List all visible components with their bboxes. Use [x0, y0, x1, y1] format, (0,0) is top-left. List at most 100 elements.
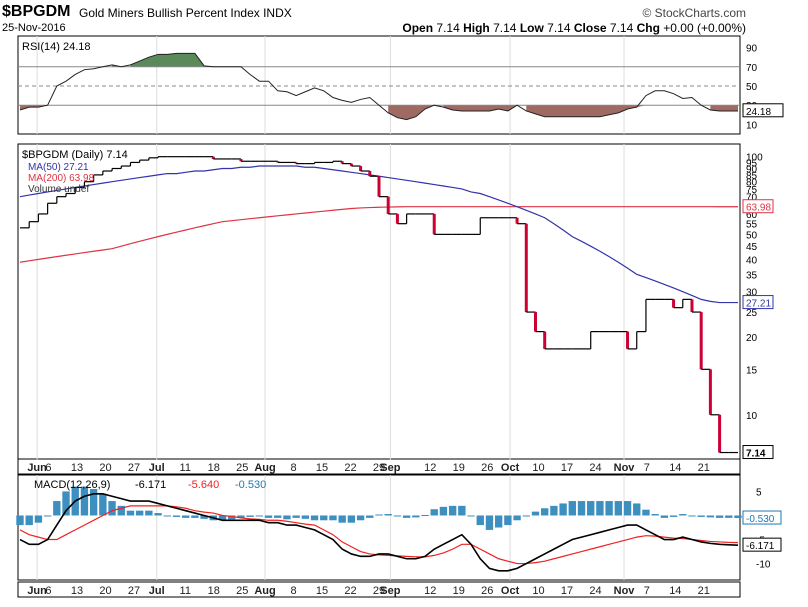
- macd-histogram-bar: [494, 515, 503, 528]
- macd-histogram-bar: [338, 515, 346, 523]
- macd-histogram-bar: [651, 514, 659, 516]
- date-tick-top: 24: [589, 462, 601, 474]
- date-tick-top: 17: [561, 462, 573, 474]
- date-tick-bottom: 8: [290, 585, 296, 597]
- macd-histogram-bar: [301, 515, 310, 519]
- macd-histogram-bar: [513, 515, 521, 521]
- macd-histogram-bar: [605, 501, 613, 516]
- macd-histogram-bar: [310, 515, 319, 521]
- macd-last-label: -0.530: [746, 514, 775, 525]
- macd-histogram-bar: [633, 503, 641, 516]
- date-tick-bottom: 13: [71, 585, 83, 597]
- price-tick-label: 10: [746, 411, 758, 422]
- macd-histogram-bar: [384, 514, 392, 516]
- date-tick-bottom: 14: [669, 585, 681, 597]
- date-tick-bottom: 11: [180, 585, 191, 597]
- macd-histogram-bar: [292, 515, 300, 518]
- date-tick-top: Jun: [27, 462, 47, 474]
- rsi-tick-label: 10: [746, 120, 758, 131]
- date-axis-top: [17, 458, 741, 475]
- macd-histogram-bar: [25, 515, 33, 526]
- close-label: Close: [573, 21, 607, 35]
- macd-histogram-bar: [587, 501, 595, 516]
- macd-histogram-bar: [228, 515, 236, 520]
- macd-histogram-bar: [283, 515, 291, 520]
- macd-histogram-bar: [154, 513, 162, 516]
- date-tick-top: Jul: [149, 462, 165, 474]
- low-label: Low: [519, 21, 544, 35]
- macd-histogram-bar: [99, 493, 107, 516]
- rsi-title: RSI(14) 24.18: [22, 41, 90, 53]
- date-tick-top: 27: [128, 462, 140, 474]
- macd-last-box: [742, 510, 782, 525]
- macd-histogram-bar: [577, 501, 586, 516]
- date-tick-top: Aug: [254, 462, 275, 474]
- macd-histogram-bar: [734, 515, 742, 519]
- open-value: 7.14: [436, 21, 460, 35]
- date-tick-bottom: 24: [589, 585, 601, 597]
- brand-label[interactable]: © StockCharts.com: [642, 6, 746, 20]
- price-tick-label: 20: [746, 333, 758, 344]
- macd-histogram-bar: [200, 515, 208, 519]
- macd-histogram-bar: [126, 510, 135, 516]
- macd-histogram-bar: [62, 491, 70, 516]
- macd-histogram-bar: [80, 486, 89, 516]
- price-tick-label: 60: [746, 210, 758, 221]
- date-tick-bottom: 21: [698, 585, 710, 597]
- price-tick-label: 45: [746, 242, 758, 253]
- ticker-symbol: $BPGDM: [2, 3, 71, 20]
- macd-signal-line: [19, 505, 739, 565]
- date-tick-bottom: Oct: [501, 585, 520, 597]
- macd-histogram-bar: [421, 514, 429, 516]
- date-tick-top: 11: [180, 462, 191, 474]
- rsi-oversold-fill: [20, 105, 738, 120]
- date-tick-top: 29: [373, 462, 385, 474]
- macd-histogram-bar: [485, 515, 494, 530]
- macd-histogram-bar: [53, 501, 61, 516]
- high-value: 7.14: [493, 21, 517, 35]
- date-tick-bottom: 12: [424, 585, 436, 597]
- macd-histogram-bar: [550, 505, 558, 516]
- macd-histogram-bar: [274, 515, 282, 518]
- macd-last-box: [742, 537, 782, 552]
- macd-histogram-bar: [623, 501, 632, 516]
- macd-histogram-bar: [522, 515, 530, 517]
- chg-label: Chg: [636, 21, 660, 35]
- macd-histogram-bar: [218, 515, 227, 521]
- date-tick-bottom: 6: [45, 585, 51, 597]
- date-tick-bottom: 25: [236, 585, 248, 597]
- date-axis-bottom: [17, 581, 741, 598]
- price-tick-label: 90: [746, 164, 758, 175]
- macd-histogram-bar: [191, 515, 199, 518]
- macd-histogram-bar: [135, 510, 144, 516]
- price-last-label: 7.14: [746, 449, 766, 460]
- macd-histogram-bar: [366, 515, 374, 518]
- price-tick-label: 50: [746, 230, 758, 241]
- date-tick-bottom: 15: [316, 585, 328, 597]
- macd-histogram-bar: [172, 515, 181, 517]
- macd-histogram-bar: [596, 501, 604, 516]
- date-tick-top: 8: [290, 462, 296, 474]
- macd-histogram-bar: [264, 515, 273, 518]
- date-tick-bottom: 19: [453, 585, 465, 597]
- macd-histogram-bar: [541, 508, 549, 516]
- macd-histogram-bar: [669, 515, 678, 517]
- macd-histogram-bar: [559, 503, 567, 516]
- macd-histogram-bar: [568, 501, 576, 516]
- date-tick-top: Oct: [501, 462, 520, 474]
- macd-panel: [17, 474, 741, 581]
- date-tick-top: 18: [208, 462, 220, 474]
- macd-histogram-bar: [467, 515, 475, 517]
- price-last-label: 63.98: [746, 203, 771, 214]
- macd-histogram-bar: [715, 515, 724, 518]
- price-title: $BPGDM (Daily) 7.14: [22, 149, 128, 161]
- date-tick-bottom: 22: [344, 585, 356, 597]
- date-tick-top: 25: [236, 462, 248, 474]
- price-tick-label: 95: [746, 158, 758, 169]
- price-last-box: [742, 295, 774, 310]
- macd-histogram-bar: [679, 514, 687, 516]
- rsi-tick-label: 90: [746, 44, 758, 55]
- macd-histogram-bar: [117, 505, 125, 516]
- date-tick-bottom: Aug: [254, 585, 275, 597]
